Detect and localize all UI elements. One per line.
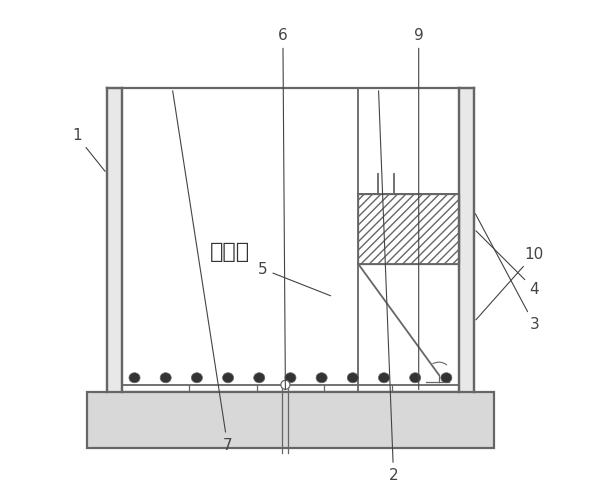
Ellipse shape	[285, 373, 296, 383]
Ellipse shape	[410, 373, 421, 383]
Bar	[358, 194, 459, 264]
Text: 9: 9	[414, 28, 424, 389]
Circle shape	[281, 380, 290, 389]
Text: 6: 6	[278, 28, 288, 389]
Text: 7: 7	[172, 91, 233, 453]
Text: 好氧池: 好氧池	[210, 241, 250, 262]
Text: 10: 10	[476, 246, 544, 320]
Bar	[107, 88, 122, 392]
Text: 3: 3	[475, 214, 539, 332]
Ellipse shape	[254, 373, 265, 383]
Bar	[459, 88, 474, 392]
Ellipse shape	[160, 373, 171, 383]
Ellipse shape	[379, 373, 389, 383]
Text: 5: 5	[258, 262, 331, 296]
Ellipse shape	[347, 373, 358, 383]
Ellipse shape	[316, 373, 327, 383]
Ellipse shape	[129, 373, 140, 383]
Text: 4: 4	[476, 231, 539, 297]
Bar	[87, 392, 494, 448]
Text: 1: 1	[72, 128, 105, 172]
Text: 2: 2	[379, 91, 398, 483]
Ellipse shape	[441, 373, 452, 383]
Ellipse shape	[191, 373, 203, 383]
Ellipse shape	[222, 373, 234, 383]
